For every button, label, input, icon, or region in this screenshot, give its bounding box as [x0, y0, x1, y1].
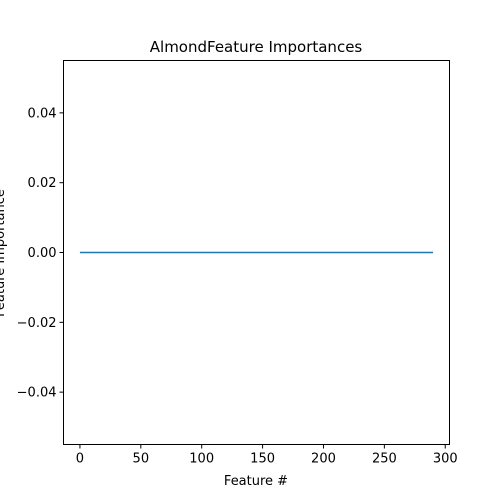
x-tick-label: 100 [189, 452, 214, 467]
y-axis: −0.04 −0.02 0.00 0.02 0.04 [17, 106, 64, 401]
x-axis: 0 50 100 150 200 250 300 [76, 444, 458, 467]
plot-area [63, 60, 450, 445]
y-tick-label: −0.04 [17, 386, 57, 401]
x-tick-label: 250 [372, 452, 397, 467]
x-tick-label: 0 [76, 452, 84, 467]
y-tick-label: −0.02 [17, 316, 57, 331]
y-tick-label: 0.00 [28, 246, 57, 261]
chart-title: AlmondFeature Importances [150, 38, 363, 56]
y-tick-label: 0.02 [28, 176, 57, 191]
y-tick-label: 0.04 [28, 106, 57, 121]
x-tick-label: 50 [133, 452, 150, 467]
x-tick-label: 150 [250, 452, 275, 467]
x-tick-label: 200 [311, 452, 336, 467]
x-axis-label: Feature # [224, 474, 288, 489]
y-axis-label: Feature Importance [0, 189, 8, 317]
x-tick-label: 300 [433, 452, 458, 467]
